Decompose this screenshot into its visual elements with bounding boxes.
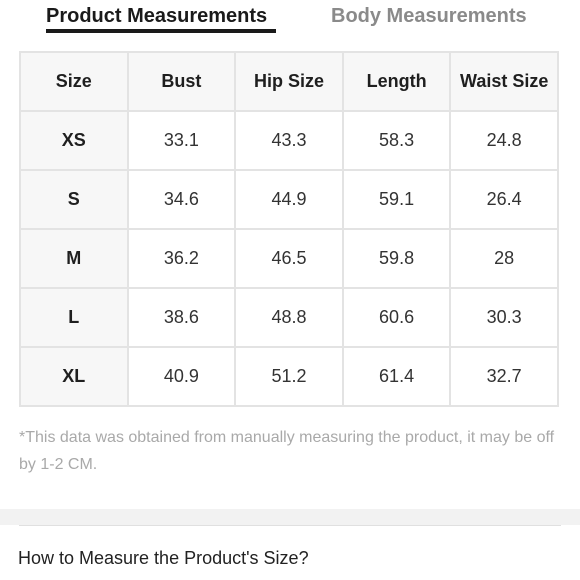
header-bust: Bust (126, 51, 237, 112)
size-label: S (19, 169, 129, 230)
length-value: 58.3 (341, 110, 452, 171)
waist-size-value: 30.3 (449, 287, 559, 348)
hip-size-value: 51.2 (234, 346, 344, 407)
size-label: L (19, 287, 129, 348)
waist-size-value: 26.4 (449, 169, 559, 230)
measurement-tabs: Product Measurements Body Measurements (0, 0, 580, 40)
waist-size-value: 28 (449, 228, 559, 289)
table-row: M 36.2 46.5 59.8 28 (19, 228, 559, 289)
section-separator (0, 509, 580, 525)
header-length: Length (341, 51, 452, 112)
table-row: S 34.6 44.9 59.1 26.4 (19, 169, 559, 230)
bust-value: 33.1 (126, 110, 237, 171)
table-row: XS 33.1 43.3 58.3 24.8 (19, 110, 559, 171)
bust-value: 40.9 (126, 346, 237, 407)
tab-body-measurements[interactable]: Body Measurements (331, 5, 527, 27)
bust-value: 38.6 (126, 287, 237, 348)
header-waist-size: Waist Size (449, 51, 559, 112)
table-row: XL 40.9 51.2 61.4 32.7 (19, 346, 559, 407)
bust-value: 36.2 (126, 228, 237, 289)
size-label: XS (19, 110, 129, 171)
size-label: M (19, 228, 129, 289)
size-chart-table: Size Bust Hip Size Length Waist Size XS … (19, 51, 559, 407)
hip-size-value: 43.3 (234, 110, 344, 171)
how-to-measure-link[interactable]: How to Measure the Product's Size? (18, 548, 309, 568)
size-label: XL (19, 346, 129, 407)
measurement-disclaimer: *This data was obtained from manually me… (19, 429, 555, 473)
divider-line (19, 525, 561, 526)
length-value: 59.1 (341, 169, 452, 230)
hip-size-value: 44.9 (234, 169, 344, 230)
header-hip-size: Hip Size (234, 51, 344, 112)
hip-size-value: 46.5 (234, 228, 344, 289)
waist-size-value: 24.8 (449, 110, 559, 171)
table-row: L 38.6 48.8 60.6 30.3 (19, 287, 559, 348)
length-value: 60.6 (341, 287, 452, 348)
tab-product-measurements[interactable]: Product Measurements (46, 5, 268, 27)
active-tab-underline (46, 29, 276, 33)
hip-size-value: 48.8 (234, 287, 344, 348)
waist-size-value: 32.7 (449, 346, 559, 407)
bust-value: 34.6 (126, 169, 237, 230)
table-header-row: Size Bust Hip Size Length Waist Size (19, 51, 559, 112)
length-value: 59.8 (341, 228, 452, 289)
header-size: Size (19, 51, 129, 112)
length-value: 61.4 (341, 346, 452, 407)
